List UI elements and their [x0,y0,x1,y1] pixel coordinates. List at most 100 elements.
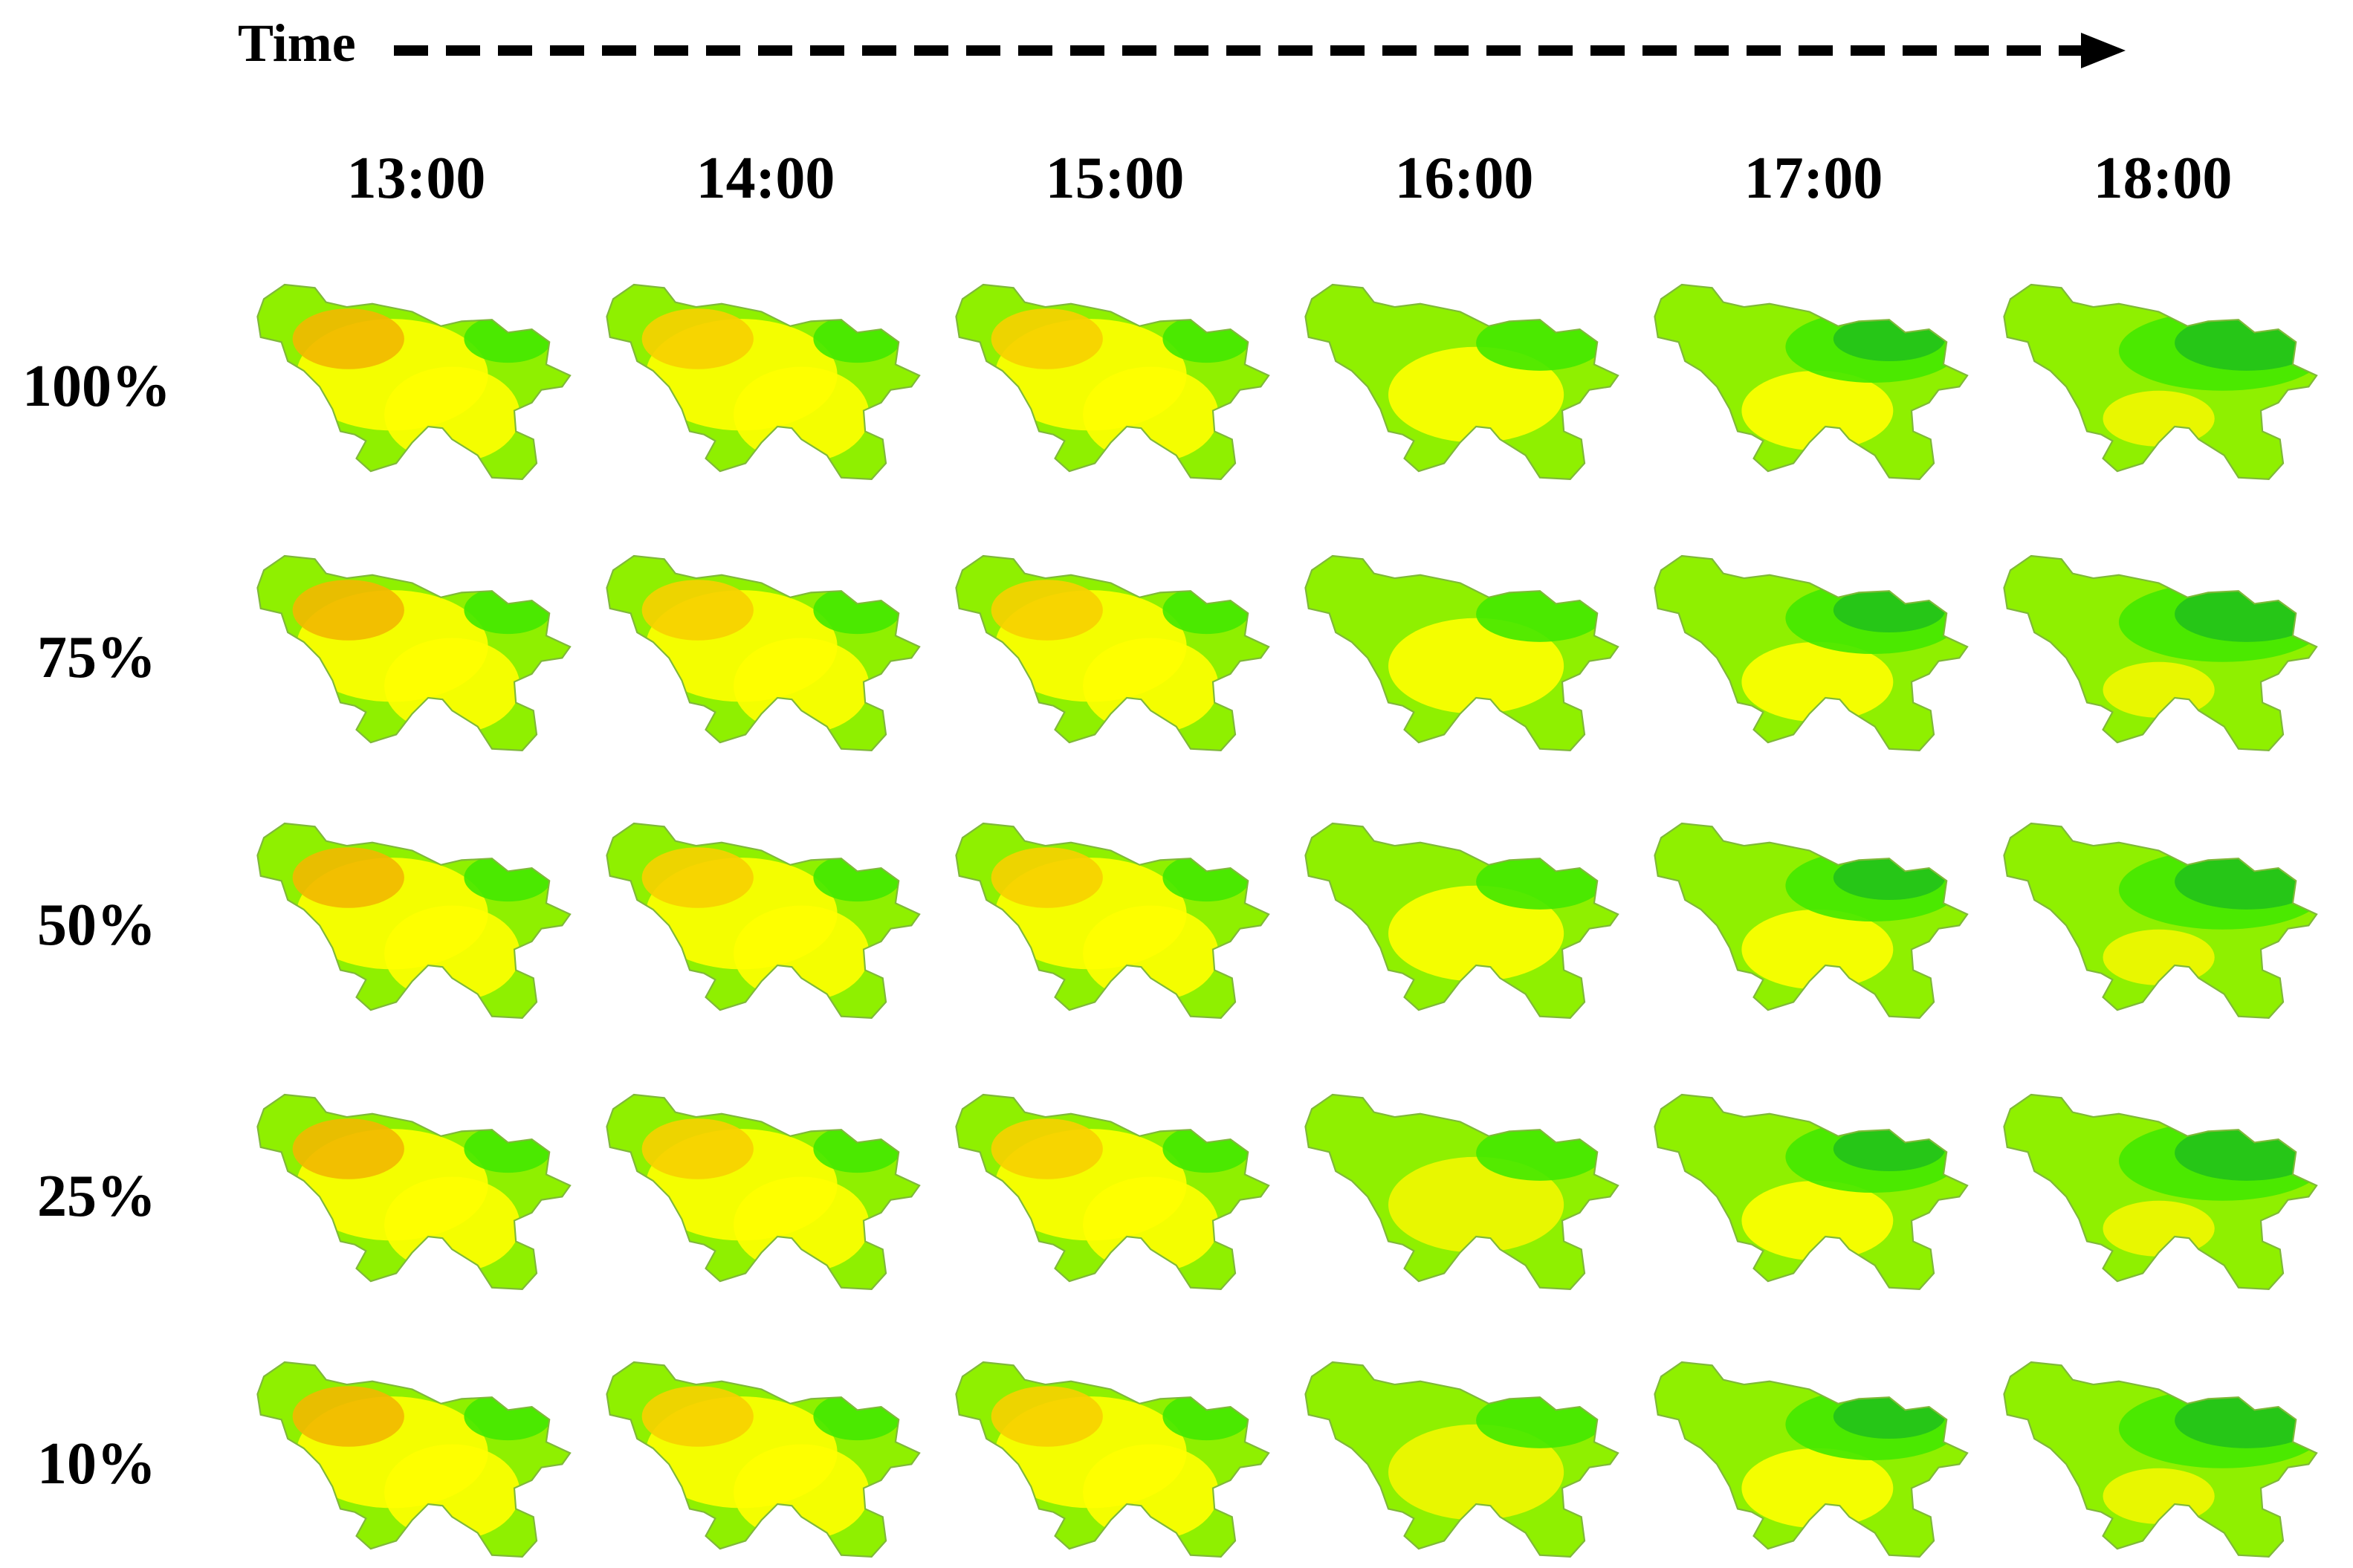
value-zone [1162,853,1251,902]
map-panel [253,1085,580,1300]
region-map [256,554,572,751]
region-border [1304,283,1619,480]
row-header: 25% [37,1164,156,1229]
region-map [606,1093,921,1290]
column-header: 17:00 [1744,146,1883,211]
region-border [606,1093,921,1290]
region-map [1654,1093,1969,1290]
region-border [1304,1361,1619,1558]
region-map [2003,822,2318,1019]
value-zone [1476,314,1604,371]
region-border [955,283,1270,480]
row-header: 50% [37,892,156,958]
value-zone [991,308,1103,369]
value-zone [384,1176,520,1273]
value-zone [384,905,520,1002]
map-panel [1999,814,2326,1029]
column-header: 16:00 [1394,146,1534,211]
map-panel [951,1085,1278,1300]
region-map [1304,822,1619,1019]
map-panel [253,546,580,762]
map-panel [1650,275,1977,490]
region-map [1304,283,1619,480]
region-map [256,822,572,1019]
value-zone [734,1444,870,1541]
region-border [1304,1093,1619,1290]
value-zone [1388,618,1564,714]
value-zone [734,1176,870,1273]
value-zone [1083,1176,1219,1273]
value-zone [813,1392,902,1441]
value-zone [641,1386,754,1447]
region-map [955,1361,1270,1558]
map-panel [1650,546,1977,762]
map-panel [602,546,929,762]
value-zone [1388,1156,1564,1253]
value-zone [1741,370,1894,451]
value-zone [464,853,552,902]
value-zone [384,638,520,734]
value-zone [1162,1392,1251,1441]
value-zone [641,847,754,908]
region-map [606,283,921,480]
region-border [1654,554,1969,751]
column-header: 15:00 [1045,146,1185,211]
map-panel [951,546,1278,762]
value-zone [292,847,404,908]
value-zone [641,308,754,369]
value-zone [292,1118,404,1179]
region-border [955,822,1270,1019]
value-zone [641,1118,754,1179]
map-panel [602,1352,929,1568]
value-zone [734,905,870,1002]
value-zone [464,1124,552,1173]
region-border [1304,822,1619,1019]
region-map [1654,1361,1969,1558]
value-zone [734,366,870,463]
region-border [955,1361,1270,1558]
region-map [1654,822,1969,1019]
region-map [1304,554,1619,751]
region-border [2003,554,2318,751]
value-zone [1083,366,1219,463]
region-border [955,554,1270,751]
map-panel [602,275,929,490]
region-map [1654,283,1969,480]
value-zone [1388,1424,1564,1520]
region-border [256,1093,572,1290]
map-panel [1301,275,1628,490]
row-header: 100% [22,354,171,419]
region-border [606,822,921,1019]
value-zone [734,638,870,734]
row-header: 75% [37,625,156,690]
map-panel [1999,1352,2326,1568]
value-zone [1476,1124,1604,1181]
value-zone [1388,885,1564,982]
region-map [1654,554,1969,751]
value-zone [292,1386,404,1447]
value-zone [813,314,902,363]
value-zone [1162,314,1251,363]
map-panel [602,1085,929,1300]
region-map [955,1093,1270,1290]
value-zone [641,580,754,641]
time-label: Time [238,13,356,73]
map-panel [1999,275,2326,490]
value-zone [1083,638,1219,734]
region-border [1304,554,1619,751]
column-header: 13:00 [346,146,486,211]
region-map [2003,283,2318,480]
map-panel [1650,1085,1977,1300]
value-zone [1476,1392,1604,1448]
map-panel [951,275,1278,490]
value-zone [813,853,902,902]
region-border [2003,822,2318,1019]
region-map [606,822,921,1019]
value-zone [991,1386,1103,1447]
region-map [606,554,921,751]
value-zone [813,586,902,635]
region-border [256,283,572,480]
value-zone [464,1392,552,1441]
map-panel [253,275,580,490]
column-header: 18:00 [2093,146,2233,211]
